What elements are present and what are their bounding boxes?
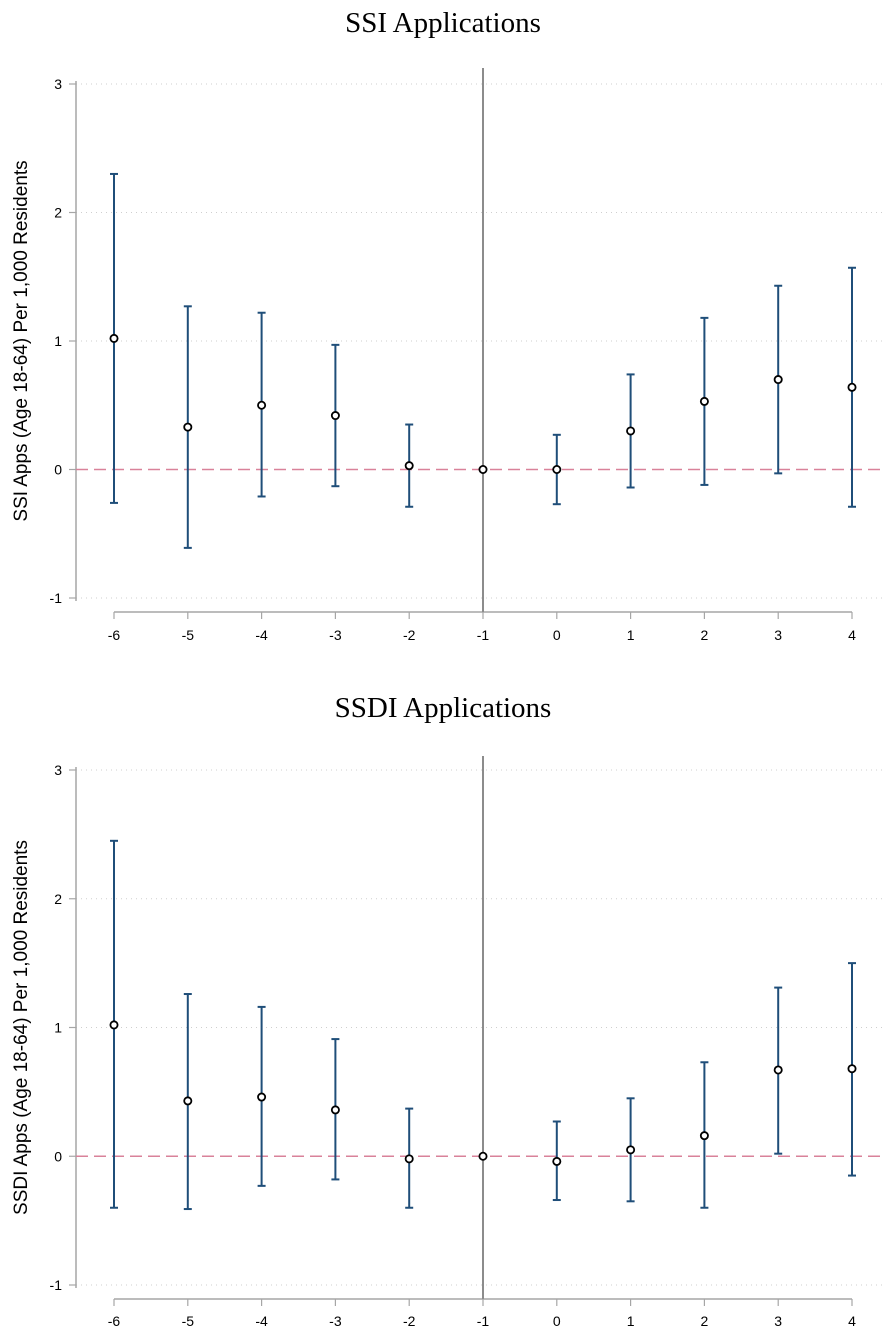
point-estimate [404,461,414,471]
x-tick-label: 1 [627,1313,635,1329]
point-estimate [773,1065,783,1075]
y-tick-label: -1 [50,1277,63,1293]
y-tick-label: 2 [54,205,62,221]
point-estimate [478,1151,488,1161]
x-tick-label: 0 [553,1313,561,1329]
point-estimate [257,1092,267,1102]
x-tick-label: 2 [701,1313,709,1329]
x-tick-label: 3 [774,627,782,643]
point-estimate [626,426,636,436]
x-tick-label: -2 [403,1313,416,1329]
point-estimate [404,1154,414,1164]
x-tick-label: -3 [329,627,342,643]
point-estimate [183,1096,193,1106]
point-estimate [330,1105,340,1115]
point-estimate [183,422,193,432]
y-tick-label: 3 [54,76,62,92]
point-estimate [699,396,709,406]
y-tick-label: 0 [54,1148,62,1164]
chart-title: SSI Applications [345,7,541,39]
x-tick-label: 4 [848,1313,856,1329]
y-tick-label: 0 [54,462,62,478]
point-estimate [552,464,562,474]
x-tick-label: -1 [477,627,490,643]
chart-panel-2: SSDI Applications SSDI Apps (Age 18-64) P… [11,692,882,1329]
y-axis-label: SSI Apps (Age 18-64) Per 1,000 Residents [11,160,32,521]
point-estimate [773,375,783,385]
x-tick-label: 2 [701,627,709,643]
x-tick-label: -5 [182,1313,195,1329]
x-tick-label: -6 [108,1313,121,1329]
y-tick-label: 3 [54,762,62,778]
y-axis-label: SSDI Apps (Age 18-64) Per 1,000 Resident… [11,840,32,1215]
x-tick-label: 4 [848,627,856,643]
x-tick-label: -2 [403,627,416,643]
point-estimate [552,1156,562,1166]
point-estimate [330,411,340,421]
x-tick-label: -1 [477,1313,490,1329]
point-estimate [109,1020,119,1030]
point-estimate [847,382,857,392]
point-estimate [626,1145,636,1155]
y-tick-label: 1 [54,333,62,349]
chart-panel-1: SSI Applications SSI Apps (Age 18-64) Per… [11,7,882,643]
y-tick-label: 2 [54,891,62,907]
x-tick-label: 0 [553,627,561,643]
chart-title: SSDI Applications [335,692,552,724]
x-tick-label: 3 [774,1313,782,1329]
y-tick-label: 1 [54,1020,62,1036]
y-tick-label: -1 [50,590,63,606]
point-estimate [847,1064,857,1074]
x-tick-label: -4 [255,1313,268,1329]
point-estimate [699,1131,709,1141]
x-tick-label: -5 [182,627,195,643]
point-estimate [478,464,488,474]
point-estimate [109,333,119,343]
x-tick-label: -4 [255,627,268,643]
point-estimate [257,400,267,410]
x-tick-label: -3 [329,1313,342,1329]
x-tick-label: 1 [627,627,635,643]
x-tick-label: -6 [108,627,121,643]
